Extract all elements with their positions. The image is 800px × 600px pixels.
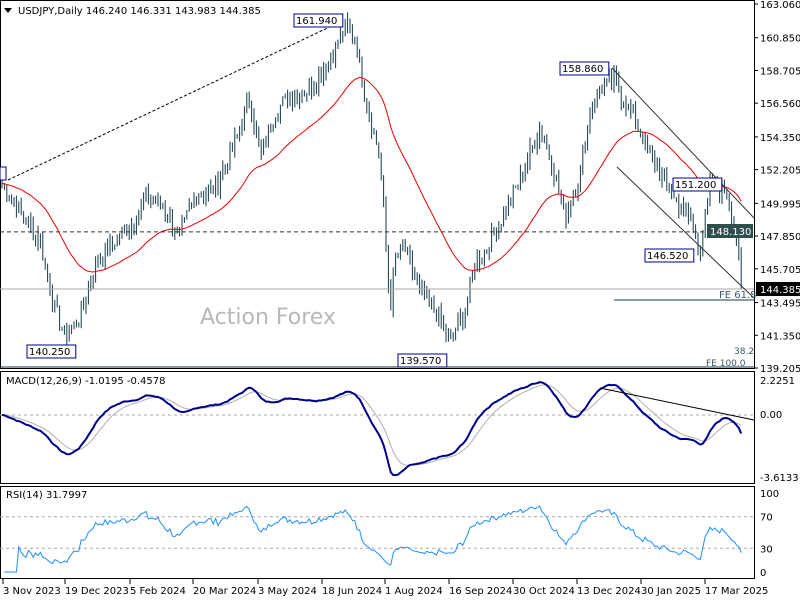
price-annotation-box <box>397 353 448 368</box>
dropdown-triangle-icon <box>4 8 12 13</box>
price-annotation: 151.200 <box>675 180 716 191</box>
macd-signal-line <box>1 384 742 466</box>
macd-trend-line <box>599 387 755 421</box>
rsi-line <box>4 505 742 573</box>
macd-y-label: -3.6133 <box>760 473 799 484</box>
y-tick-label: 152.205 <box>760 166 800 177</box>
macd-title: MACD(12,26,9) -1.0195 -0.4578 <box>6 376 166 387</box>
y-tick-label: 145.705 <box>760 265 800 276</box>
rsi-y-label: 30 <box>760 544 773 555</box>
rsi-panel <box>0 486 755 579</box>
price-annotation: 139.570 <box>400 356 441 367</box>
price-annotation: 140.250 <box>29 347 70 358</box>
x-tick-label: 20 Mar 2024 <box>193 586 256 597</box>
macd-y-label: 2.2251 <box>760 376 795 387</box>
x-tick-label: 30 Oct 2024 <box>513 586 575 597</box>
y-tick-label: 139.205 <box>760 364 800 375</box>
macd-y-label: 0.00 <box>760 410 782 421</box>
price-annotation: 158.860 <box>562 64 603 75</box>
y-tick-label: 141.350 <box>760 331 800 342</box>
x-tick-label: 1 Aug 2024 <box>385 586 443 597</box>
x-tick-label: 3 Nov 2023 <box>3 586 61 597</box>
price-annotation-box <box>0 166 7 181</box>
price-annotation-box <box>644 248 695 263</box>
level-label-bg <box>707 224 753 238</box>
watermark: Action Forex <box>200 305 336 330</box>
y-tick-label: 156.560 <box>760 99 800 110</box>
x-tick-label: 3 May 2024 <box>258 586 317 597</box>
y-tick-label: 160.850 <box>760 34 800 45</box>
channel-lower <box>616 166 755 299</box>
price-annotation: 146.520 <box>647 251 688 262</box>
y-tick-label: 147.850 <box>760 232 800 243</box>
price-annotation-box <box>293 13 344 28</box>
price-annotation: 161.940 <box>296 16 337 27</box>
x-tick-label: 18 Jun 2024 <box>322 586 382 597</box>
y-tick-label: 158.705 <box>760 66 800 77</box>
fe-label: FE 100.0 <box>706 359 746 369</box>
channel-upper <box>611 67 755 219</box>
fe-label: 38.2 <box>734 347 754 357</box>
macd-panel <box>0 371 755 484</box>
x-tick-label: 16 Sep 2024 <box>449 586 512 597</box>
rsi-y-label: 70 <box>760 513 773 524</box>
price-annotation-box <box>26 344 77 359</box>
y-tick-label: 143.495 <box>760 299 800 310</box>
last-price-label-bg <box>756 282 800 296</box>
fe-label: FE 61.8 <box>719 290 757 301</box>
rsi-y-label: 0 <box>760 568 766 579</box>
y-tick-label: 154.350 <box>760 133 800 144</box>
y-tick-label: 163.060 <box>760 0 800 11</box>
x-tick-label: 30 Jan 2025 <box>641 586 701 597</box>
x-tick-label: 5 Feb 2024 <box>130 586 186 597</box>
last-price-label: 144.385 <box>760 285 800 296</box>
chart-title: USDJPY,Daily 146.240 146.331 143.983 144… <box>18 6 261 17</box>
x-tick-label: 17 Mar 2025 <box>705 586 768 597</box>
y-tick-label: 149.995 <box>760 199 800 210</box>
price-annotation-box <box>672 177 723 192</box>
x-tick-label: 13 Dec 2024 <box>577 586 641 597</box>
rsi-y-label: 100 <box>760 489 779 500</box>
moving-average-line <box>1 76 742 273</box>
price-panel <box>0 0 755 369</box>
macd-line <box>1 381 743 477</box>
rsi-title: RSI(14) 31.7997 <box>6 490 87 501</box>
trend-line <box>7 21 341 181</box>
x-tick-label: 19 Dec 2023 <box>65 586 129 597</box>
level-label: 148.130 <box>710 227 751 238</box>
price-annotation-box <box>559 61 610 76</box>
